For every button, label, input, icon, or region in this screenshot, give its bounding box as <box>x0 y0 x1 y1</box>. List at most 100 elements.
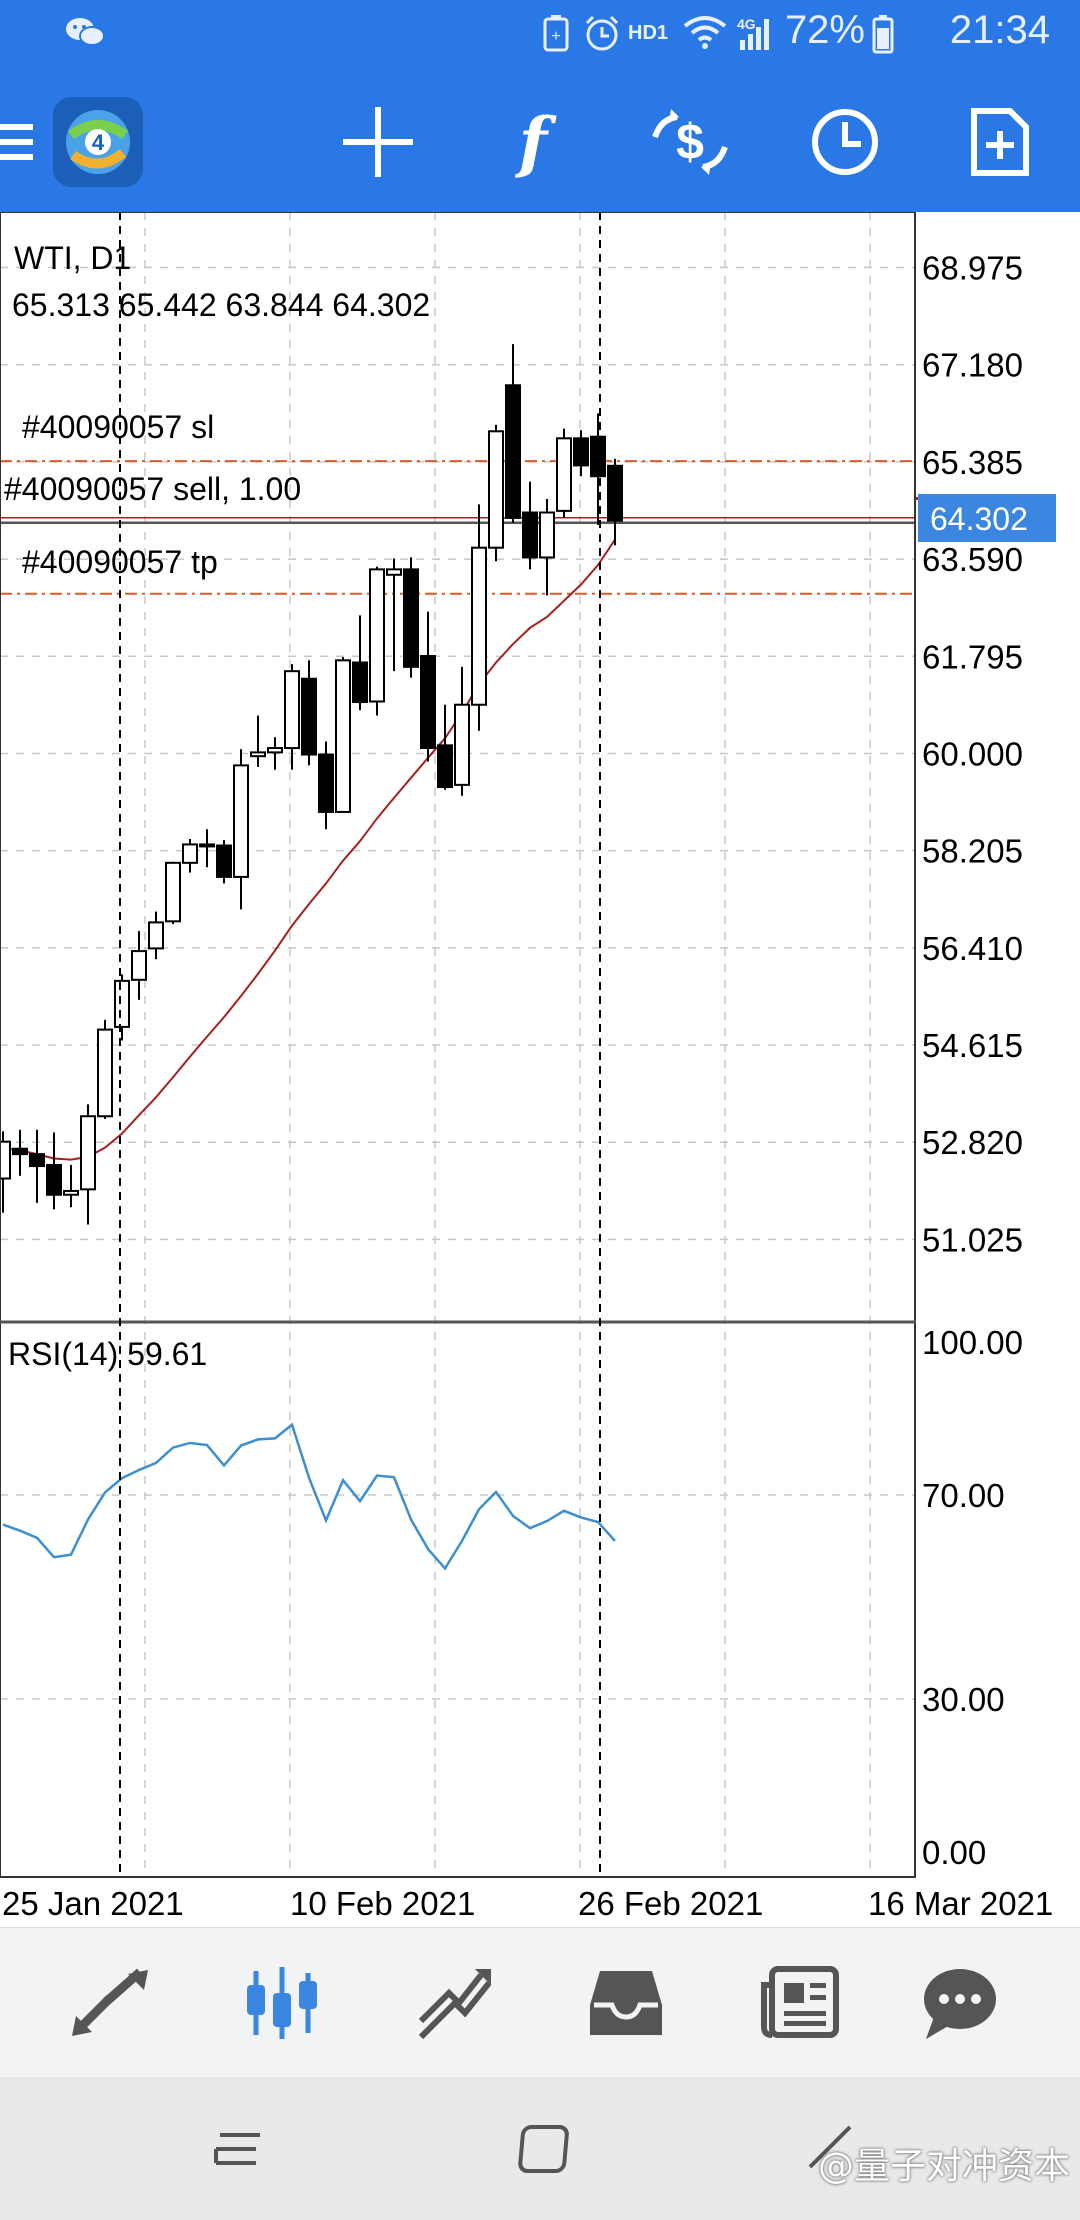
indicators-icon[interactable]: f <box>483 72 583 212</box>
candle <box>12 1129 28 1176</box>
menu-icon[interactable] <box>0 72 50 212</box>
candle <box>216 840 232 884</box>
price-axis-label: 58.205 <box>922 833 1023 870</box>
price-axis-label: 65.385 <box>922 444 1023 481</box>
price-axis-label: 56.410 <box>922 930 1023 967</box>
bull-candle-body <box>369 568 385 703</box>
bear-candle-body <box>607 464 623 522</box>
candle <box>29 1129 45 1203</box>
trade-icon[interactable]: $ <box>640 72 740 212</box>
bear-candle-body <box>318 753 334 813</box>
candlestick-chart[interactable]: 68.975 67.180 65.385 63.590 61.795 60.000 58.2… <box>0 212 1080 1927</box>
candle <box>539 498 555 596</box>
history-icon[interactable] <box>556 1938 696 2068</box>
candle <box>335 657 351 814</box>
candle <box>233 749 249 910</box>
recents-icon[interactable] <box>210 2121 266 2182</box>
news-icon[interactable] <box>730 1938 870 2068</box>
candle <box>131 931 147 1000</box>
candle <box>471 504 487 731</box>
objects-icon[interactable] <box>950 72 1050 212</box>
candle <box>148 911 164 960</box>
trade-nav-icon[interactable] <box>385 1938 525 2068</box>
candle <box>165 861 181 925</box>
candle <box>556 428 572 518</box>
price-axis-label: 60.000 <box>922 735 1023 772</box>
bull-candle-body <box>284 670 300 750</box>
candle <box>386 558 402 672</box>
candle <box>318 741 334 830</box>
chart-icon[interactable] <box>212 1938 352 2068</box>
current-price-tag <box>918 494 1056 542</box>
candle <box>267 737 283 770</box>
candle <box>250 715 266 767</box>
candle <box>284 664 300 770</box>
price-axis-label: 51.025 <box>922 1221 1023 1258</box>
candle <box>522 481 538 570</box>
rsi-axis-label: 100.00 <box>922 1324 1023 1361</box>
candle <box>607 458 623 546</box>
status-bar: + HD1 4G 72% 21:34 <box>0 0 1080 72</box>
home-icon[interactable] <box>518 2121 574 2182</box>
bear-candle-body <box>301 677 317 756</box>
ohlc-label: 65.313 65.442 63.844 64.302 <box>12 287 430 323</box>
candle <box>63 1164 79 1208</box>
candle <box>454 666 470 796</box>
bull-candle-body <box>267 747 283 754</box>
candle <box>352 615 368 711</box>
candle <box>590 413 606 525</box>
price-axis-label: 61.795 <box>922 638 1023 675</box>
candle <box>437 704 453 790</box>
bull-candle-body <box>233 764 249 878</box>
quotes-icon[interactable] <box>40 1938 180 2068</box>
battery-percent: 72% <box>784 8 865 52</box>
system-nav-bar: @量子对冲资本 <box>0 2077 1080 2220</box>
crosshair-icon[interactable] <box>328 72 428 212</box>
order-label[interactable]: #40090057 sell, 1.00 <box>4 471 301 507</box>
bear-candle-body <box>352 661 368 704</box>
wechat-icon <box>64 14 106 58</box>
date-axis-label: 10 Feb 2021 <box>290 1885 475 1922</box>
candle <box>114 974 130 1041</box>
bull-candle-body <box>114 979 130 1028</box>
candle <box>301 660 317 766</box>
symbol-label: WTI, D1 <box>14 240 131 276</box>
candle <box>573 430 589 477</box>
price-axis-label: 67.180 <box>922 347 1023 384</box>
date-axis-label: 16 Mar 2021 <box>868 1885 1053 1922</box>
price-axis-label: 68.975 <box>922 250 1023 287</box>
chart-area[interactable]: 68.975 67.180 65.385 63.590 61.795 60.000 58.2… <box>0 212 1080 1927</box>
signal-icon <box>738 14 772 60</box>
candle <box>369 566 385 716</box>
bull-candle-body <box>335 659 351 813</box>
candle <box>46 1132 62 1210</box>
current-price-value: 64.302 <box>930 501 1028 537</box>
price-axis-label: 54.615 <box>922 1027 1023 1064</box>
candle <box>488 424 504 562</box>
bear-candle-body <box>29 1153 45 1168</box>
bull-candle-body <box>165 861 181 923</box>
battery-saver-icon: + <box>543 14 569 60</box>
bull-candle-body <box>131 950 147 981</box>
date-axis-label: 26 Feb 2021 <box>578 1885 763 1922</box>
candle <box>403 557 419 678</box>
bull-candle-body <box>556 437 572 512</box>
order-sl-label[interactable]: #40090057 sl <box>22 409 214 445</box>
back-icon[interactable] <box>800 2121 856 2182</box>
battery-icon <box>872 14 894 62</box>
messages-icon[interactable] <box>890 1938 1030 2068</box>
timeframe-icon[interactable] <box>795 72 895 212</box>
rsi-label: RSI(14) 59.61 <box>8 1336 207 1372</box>
app-logo[interactable]: 4 <box>48 72 148 212</box>
moving-average-line <box>2 539 616 1161</box>
indicators-glyph: f <box>518 103 548 181</box>
rsi-axis-label: 70.00 <box>922 1477 1005 1514</box>
bull-candle-body <box>386 568 402 576</box>
clock: 21:34 <box>949 8 1050 52</box>
order-tp-label[interactable]: #40090057 tp <box>22 544 218 580</box>
network-label: 4G <box>737 16 756 32</box>
rsi-axis-label: 30.00 <box>922 1681 1005 1718</box>
price-axis-label: 63.590 <box>922 541 1023 578</box>
candle <box>0 1131 11 1213</box>
bull-candle-body <box>182 843 198 864</box>
